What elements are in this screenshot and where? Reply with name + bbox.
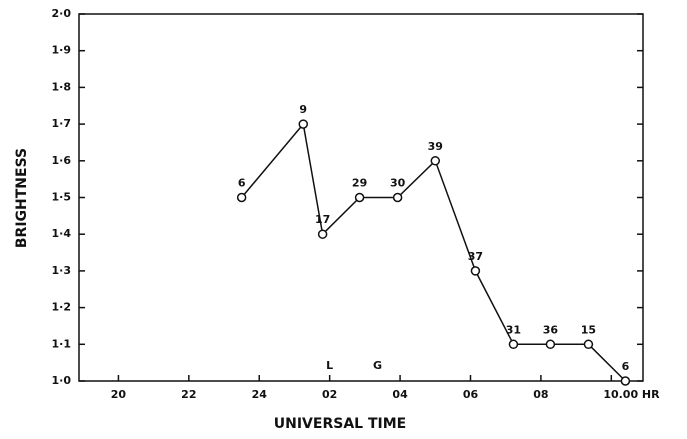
x-tick-label: 08 bbox=[533, 388, 548, 401]
point-label: 15 bbox=[581, 323, 596, 336]
y-tick-label: 1·3 bbox=[52, 264, 72, 277]
point-label: 29 bbox=[352, 177, 367, 190]
x-tick-label: 24 bbox=[252, 388, 268, 401]
point bbox=[392, 192, 403, 203]
point bbox=[470, 266, 481, 276]
point bbox=[298, 119, 309, 129]
point-label: 17 bbox=[315, 213, 330, 226]
y-tick-label: 1·9 bbox=[52, 44, 72, 57]
point-label: 30 bbox=[390, 177, 406, 190]
y-tick-label: 1·6 bbox=[52, 154, 72, 167]
point bbox=[354, 192, 365, 203]
y-tick-label: 1·5 bbox=[52, 191, 72, 204]
annotation: G bbox=[373, 359, 382, 372]
point bbox=[317, 229, 328, 239]
y-tick-label: 1·2 bbox=[52, 301, 72, 314]
annotation: L bbox=[326, 359, 333, 372]
point bbox=[430, 156, 441, 166]
point bbox=[236, 192, 247, 203]
x-tick-label: 04 bbox=[392, 388, 408, 401]
point-label: 36 bbox=[543, 323, 559, 336]
y-tick-label: 1·4 bbox=[52, 227, 72, 240]
point-label: 6 bbox=[238, 177, 246, 190]
point bbox=[508, 339, 519, 350]
point-label: 39 bbox=[428, 140, 443, 153]
point bbox=[620, 376, 631, 386]
y-tick-label: 2·0 bbox=[52, 7, 72, 20]
point-label: 9 bbox=[299, 103, 307, 116]
point bbox=[583, 339, 594, 350]
y-tick-label: 1·1 bbox=[52, 337, 72, 350]
y-tick-label: 1·0 bbox=[52, 374, 72, 387]
x-tick-label: 22 bbox=[181, 388, 196, 401]
point bbox=[545, 339, 556, 350]
x-tick-label: 06 bbox=[463, 388, 479, 401]
point-label: 6 bbox=[622, 360, 630, 373]
x-axis-label: UNIVERSAL TIME bbox=[274, 416, 406, 432]
x-tick-label: 20 bbox=[111, 388, 127, 401]
point-label: 37 bbox=[468, 250, 483, 263]
y-tick-label: 1·8 bbox=[52, 80, 72, 93]
x-tick-label: 02 bbox=[322, 388, 337, 401]
y-axis-label: BRIGHTNESS bbox=[14, 148, 30, 248]
y-tick-label: 1·7 bbox=[52, 117, 72, 130]
point-label: 31 bbox=[506, 323, 521, 336]
x-tick-label: 10.00 HR bbox=[603, 388, 660, 401]
